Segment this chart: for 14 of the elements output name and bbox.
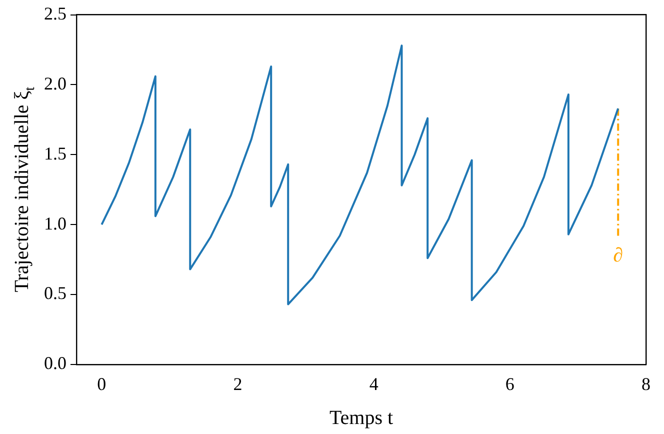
x-axis-title: Temps t bbox=[329, 407, 394, 429]
y-axis-title: Trajectoire individuelle ξt bbox=[11, 86, 38, 292]
y-tick-label: 1.5 bbox=[44, 143, 66, 164]
y-tick-label: 2.0 bbox=[44, 73, 66, 94]
y-tick-label: 2.5 bbox=[44, 4, 66, 24]
y-tick-label: 0.0 bbox=[44, 353, 66, 374]
x-tick-label: 2 bbox=[233, 374, 242, 394]
x-tick-label: 0 bbox=[97, 374, 106, 394]
series-label: ∂ bbox=[613, 244, 624, 267]
y-tick-label: 1.0 bbox=[44, 213, 66, 234]
x-tick-label: 4 bbox=[369, 374, 378, 394]
x-tick-label: 8 bbox=[642, 374, 650, 394]
x-tick-label: 6 bbox=[505, 374, 514, 394]
y-tick-label: 0.5 bbox=[44, 283, 66, 304]
